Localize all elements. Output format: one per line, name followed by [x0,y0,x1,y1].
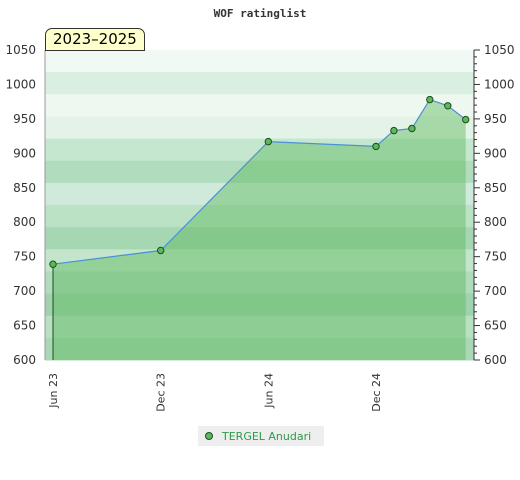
chart-title: WOF ratinglist [214,7,307,20]
y-tick-label-right: 950 [484,112,507,126]
background-bands [45,50,474,361]
axes [44,50,475,360]
period-badge: 2023–2025 [45,28,145,51]
background-band [45,72,474,95]
background-band [45,205,474,228]
data-point [462,115,470,124]
data-point [49,260,57,268]
y-tick-label-right: 850 [484,181,507,195]
x-axis: Jun 23 Dec 23 Jun 24 Dec 24 [47,373,383,412]
legend-label: TERGEL Anudari [222,429,312,443]
y-tick-label-left: 1050 [5,43,36,57]
y-tick-label-left: 800 [13,215,36,229]
data-point [390,126,398,135]
y-tick-label-left: 700 [13,284,36,298]
data-point [408,124,416,133]
data-point [372,142,380,151]
series-area-fill [53,99,466,360]
y-tick-label-left: 750 [13,250,36,264]
background-band [45,160,474,184]
legend-marker-icon [205,432,213,440]
y-tick-label-right: 650 [484,319,507,333]
y-axis-right: 600 650 700 750 800 850 900 950 1000 1050 [474,43,515,367]
x-tick-label: Dec 24 [370,373,383,412]
y-tick-label-left: 600 [13,353,36,367]
background-band [45,271,474,295]
y-tick-label-right: 750 [484,250,507,264]
background-band [45,116,474,140]
legend[interactable]: TERGEL Anudari [198,426,324,446]
data-point [264,137,272,146]
data-point [444,102,452,110]
y-tick-label-right: 600 [484,353,507,367]
background-band [45,249,474,272]
y-tick-label-right: 700 [484,284,507,298]
y-tick-label-left: 650 [13,319,36,333]
y-tick-label-right: 800 [484,215,507,229]
background-band [45,94,474,117]
data-points [49,95,470,268]
background-band [45,293,474,317]
x-tick-label: Jun 24 [262,373,275,409]
background-band [45,315,474,339]
data-point [426,95,434,104]
background-band [45,337,474,361]
background-band [45,182,474,206]
y-tick-label-right: 900 [484,146,507,160]
x-tick-label: Jun 23 [47,373,60,409]
x-tick-label: Dec 23 [155,373,168,412]
background-band [45,227,474,250]
background-band [45,50,474,73]
y-tick-label-left: 1000 [5,77,36,91]
y-tick-label-left: 950 [13,112,36,126]
y-tick-label-right: 1000 [484,77,515,91]
y-tick-label-left: 900 [13,146,36,160]
y-axis-left: 600 650 700 750 800 850 900 950 1000 1050 [5,43,36,367]
y-tick-label-right: 1050 [484,43,515,57]
data-point [157,246,165,255]
y-tick-label-left: 850 [13,181,36,195]
